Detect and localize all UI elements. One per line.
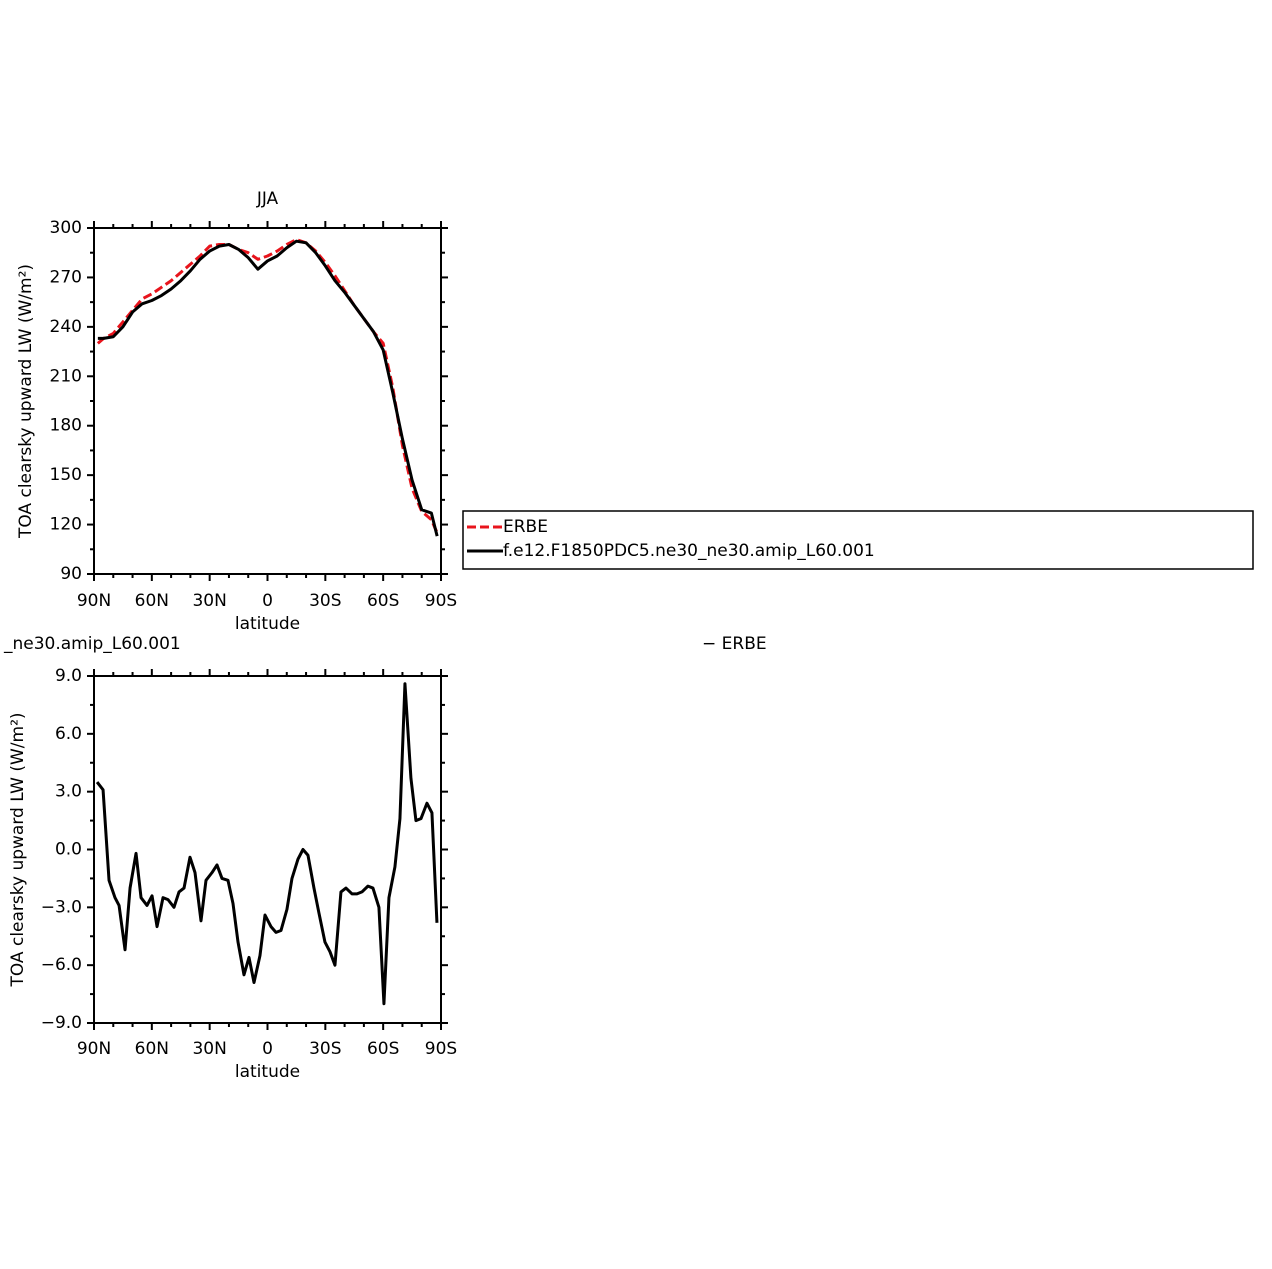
x-tick-label: 60S <box>367 1039 399 1059</box>
y-tick-label: 3.0 <box>55 782 82 802</box>
chart-title: _ne30.amip_L60.001 <box>3 634 181 654</box>
y-axis-label: TOA clearsky upward LW (W/m²) <box>8 712 28 987</box>
x-tick-label: 60N <box>135 1039 169 1059</box>
y-tick-label: 270 <box>50 267 82 287</box>
legend-box <box>462 510 1254 570</box>
plot-frame <box>93 675 442 1024</box>
y-tick-label: 240 <box>50 317 82 337</box>
y-tick-label: 300 <box>50 218 82 238</box>
legend-label: f.e12.F1850PDC5.ne30_ne30.amip_L60.001 <box>503 541 875 561</box>
data-line <box>97 239 439 537</box>
y-tick-label: 0.0 <box>55 840 82 860</box>
x-tick-label: 0 <box>262 591 273 611</box>
chart-title: JJA <box>256 189 279 209</box>
x-tick-label: 60N <box>135 591 169 611</box>
data-line <box>96 238 439 534</box>
y-tick-label: 210 <box>50 366 82 386</box>
y-tick-label: 120 <box>50 515 82 535</box>
x-tick-label: 60S <box>367 591 399 611</box>
legend-label: ERBE <box>503 517 548 537</box>
x-tick-label: 0 <box>262 1039 273 1059</box>
x-tick-label: 30S <box>309 1039 341 1059</box>
x-tick-label: 30S <box>309 591 341 611</box>
x-tick-label: 90S <box>425 1039 457 1059</box>
x-axis-label: latitude <box>235 614 300 634</box>
data-line <box>95 682 439 1006</box>
plot-frame <box>93 227 442 575</box>
y-tick-label: 9.0 <box>55 666 82 686</box>
y-tick-label: 180 <box>50 416 82 436</box>
x-tick-label: 90N <box>77 1039 111 1059</box>
x-tick-label: 90S <box>425 591 457 611</box>
y-tick-label: −6.0 <box>41 955 82 975</box>
y-tick-label: −3.0 <box>41 897 82 917</box>
y-tick-label: 90 <box>60 564 82 584</box>
y-tick-label: 150 <box>50 465 82 485</box>
x-tick-label: 30N <box>192 1039 226 1059</box>
y-tick-label: −9.0 <box>41 1013 82 1033</box>
x-tick-label: 30N <box>192 591 226 611</box>
y-tick-label: 6.0 <box>55 724 82 744</box>
x-axis-label: latitude <box>235 1062 300 1082</box>
chart-title: − ERBE <box>702 634 767 654</box>
x-tick-label: 90N <box>77 591 111 611</box>
y-axis-label: TOA clearsky upward LW (W/m²) <box>16 264 36 539</box>
